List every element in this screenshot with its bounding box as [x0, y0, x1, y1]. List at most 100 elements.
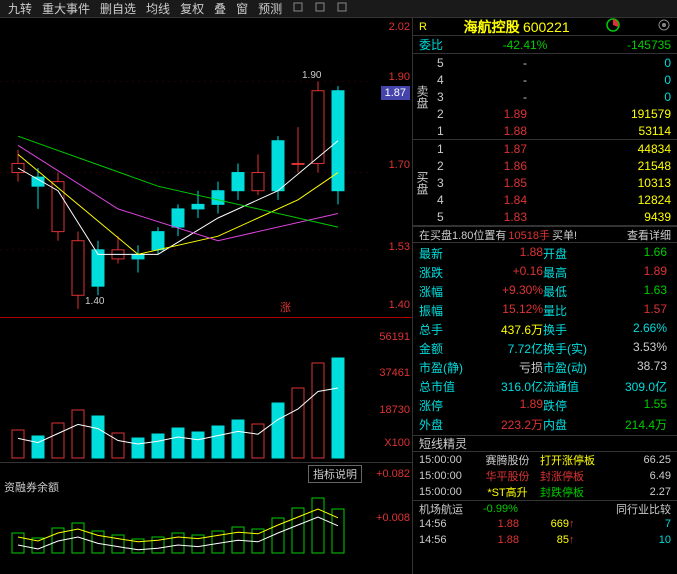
msg-t2: 10518手	[508, 227, 550, 243]
ob-idx: 4	[437, 73, 457, 87]
svg-text:+0.082: +0.082	[376, 468, 410, 480]
svg-text:1.70: 1.70	[389, 159, 410, 171]
toolbar-item[interactable]: 均线	[142, 0, 174, 17]
svg-text:1.40: 1.40	[389, 299, 410, 311]
toolbar-item[interactable]: 复权	[176, 0, 208, 17]
quote-label: 总手	[419, 321, 471, 338]
toolbar-item[interactable]: 预测	[254, 0, 286, 17]
quote-label: 跌停	[543, 397, 595, 414]
k-chart[interactable]: 2.021.901.701.531.40 1.87 涨 1.90 1.40	[0, 18, 412, 318]
toolbar-item[interactable]: 窗	[232, 0, 252, 17]
weibi-ratio: -42.41%	[459, 38, 591, 52]
weibi-label: 委比	[419, 36, 459, 53]
quote-value: 3.53%	[595, 340, 667, 357]
quote-value: 15.12%	[471, 302, 543, 319]
ob-idx: 5	[437, 210, 457, 224]
quote-value: 437.6万	[471, 321, 543, 338]
orderbook-row[interactable]: 31.8510313	[431, 174, 677, 191]
quote-label: 金额	[419, 340, 471, 357]
price-tag-low: 1.40	[85, 296, 104, 307]
r-flag: R	[419, 21, 427, 33]
pie-icon[interactable]	[606, 18, 620, 35]
toolbar-item[interactable]: 删自选	[96, 0, 140, 17]
ob-idx: 4	[437, 193, 457, 207]
quote-label: 涨停	[419, 397, 471, 414]
stock-name-code[interactable]: 海航控股 600221	[464, 17, 570, 37]
ob-price: 1.87	[457, 142, 527, 156]
tick-arrow-icon: ↑	[569, 534, 581, 546]
svg-text:18730: 18730	[379, 404, 410, 416]
order-msg[interactable]: 在买盘1.80位置有 10518手 买单! 查看详细	[413, 227, 677, 243]
orderbook-row[interactable]: 5-0	[431, 54, 677, 71]
ob-price: -	[457, 56, 527, 70]
quote-value: +0.16	[471, 264, 543, 281]
orderbook-row[interactable]: 11.8853114	[431, 122, 677, 139]
quote-value: 1.55	[595, 397, 667, 414]
quote-value: 1.89	[471, 397, 543, 414]
tick-time: 14:56	[419, 534, 469, 546]
ob-idx: 2	[437, 107, 457, 121]
chart-area[interactable]: 2.021.901.701.531.40 1.87 涨 1.90 1.40 56…	[0, 18, 413, 574]
news-row[interactable]: 15:00:00*ST高升封跌停板2.27	[413, 484, 677, 500]
quote-label: 振幅	[419, 302, 471, 319]
ob-price: -	[457, 73, 527, 87]
quote-label: 最低	[543, 283, 595, 300]
toolbar-item[interactable]: 叠	[210, 0, 230, 17]
quote-label: 外盘	[419, 416, 471, 433]
ob-price: 1.83	[457, 210, 527, 224]
svg-text:+0.008: +0.008	[376, 512, 410, 524]
orderbook-row[interactable]: 51.839439	[431, 208, 677, 225]
quote-label: 换手	[543, 321, 595, 338]
news-stock: 赛腾股份	[475, 452, 540, 468]
industry-compare[interactable]: 同行业比较	[616, 501, 671, 517]
orderbook-row[interactable]: 21.89191579	[431, 105, 677, 122]
lock-icon[interactable]	[288, 1, 308, 16]
news-val: 2.27	[605, 486, 671, 498]
svg-text:56191: 56191	[379, 331, 410, 343]
weibi-diff: -145735	[591, 38, 671, 52]
sell-side-label: 卖盘	[413, 54, 431, 139]
quote-label: 总市值	[419, 378, 471, 395]
toolbar-item[interactable]: 重大事件	[38, 0, 94, 17]
buy-section: 买盘 11.874483421.862154831.851031341.8412…	[413, 140, 677, 226]
dxjl-header[interactable]: 短线精灵	[413, 436, 677, 452]
ob-vol: 0	[527, 90, 671, 104]
news-row[interactable]: 15:00:00华平股份封涨停板6.49	[413, 468, 677, 484]
news-val: 6.49	[605, 470, 671, 482]
buy-side-label: 买盘	[413, 140, 431, 225]
orderbook-row[interactable]: 21.8621548	[431, 157, 677, 174]
tick-vol: 669	[519, 518, 569, 530]
industry-footer[interactable]: 机场航运 -0.99% 同行业比较	[413, 500, 677, 516]
orderbook-row[interactable]: 11.8744834	[431, 140, 677, 157]
ob-vol: 10313	[527, 176, 671, 190]
sell-section: 卖盘 5-04-03-021.8919157911.8853114	[413, 54, 677, 140]
ob-vol: 53114	[527, 124, 671, 138]
quote-label: 涨跌	[419, 264, 471, 281]
volume-chart[interactable]: 561913746118730X100	[0, 318, 412, 463]
tick-n: 7	[581, 518, 671, 530]
arrow-icon[interactable]	[310, 1, 330, 16]
gear-icon[interactable]	[657, 18, 671, 35]
ob-vol: 191579	[527, 107, 671, 121]
news-type: 封涨停板	[540, 468, 605, 484]
orderbook-row[interactable]: 41.8412824	[431, 191, 677, 208]
quote-label: 换手(实)	[543, 340, 595, 357]
toolbar-item[interactable]: 九转	[4, 0, 36, 17]
news-stock: *ST高升	[475, 484, 540, 500]
orderbook-row[interactable]: 4-0	[431, 71, 677, 88]
msg-detail-link[interactable]: 查看详细	[627, 227, 671, 243]
news-row[interactable]: 15:00:00赛腾股份打开涨停板66.25	[413, 452, 677, 468]
ob-price: 1.86	[457, 159, 527, 173]
toolbar: 九转重大事件删自选均线复权叠窗预测	[0, 0, 677, 18]
news-stock: 华平股份	[475, 468, 540, 484]
chevron-icon[interactable]	[332, 1, 352, 16]
quote-value: 214.4万	[595, 416, 667, 433]
stock-name: 海航控股	[464, 19, 520, 35]
news-time: 15:00:00	[419, 470, 475, 482]
tick-n: 10	[581, 534, 671, 546]
quote-value: 7.72亿	[471, 340, 543, 357]
orderbook-row[interactable]: 3-0	[431, 88, 677, 105]
indicator-chart[interactable]: 资融券余额 指标说明 +0.082+0.008	[0, 463, 412, 558]
quote-value: 1.66	[595, 245, 667, 262]
ob-price: 1.84	[457, 193, 527, 207]
